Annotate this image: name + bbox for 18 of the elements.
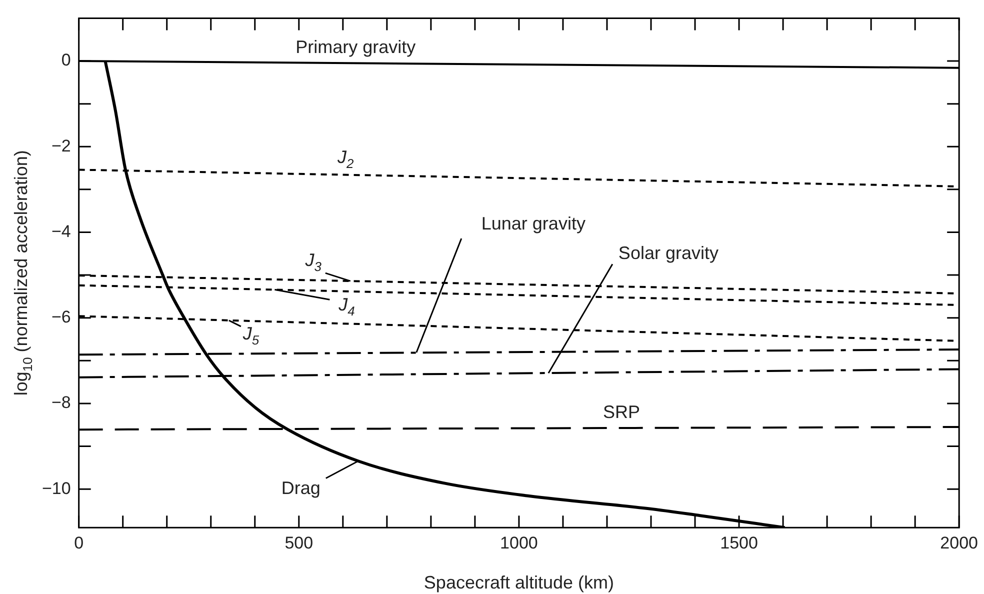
- annotation: Drag: [281, 478, 320, 498]
- annotation: Solar gravity: [618, 243, 718, 264]
- y-tick-label: −4: [51, 222, 71, 241]
- x-tick-label: 1500: [720, 533, 758, 552]
- annotation: Lunar gravity: [481, 213, 586, 234]
- x-tick-label: 500: [284, 533, 314, 552]
- y-axis-title: log10 (normalized acceleration): [10, 150, 35, 396]
- x-tick-label: 1000: [500, 533, 538, 552]
- x-tick-label: 2000: [940, 533, 978, 552]
- x-axis-title: Spacecraft altitude (km): [424, 572, 614, 593]
- x-tick-label: 0: [74, 533, 84, 552]
- y-tick-label: 0: [61, 50, 71, 70]
- y-tick-label: −8: [51, 393, 71, 412]
- annotation: SRP: [603, 402, 640, 422]
- y-tick-label: −2: [51, 136, 71, 156]
- y-tick-label: −10: [42, 478, 71, 498]
- y-tick-label: −6: [51, 308, 71, 327]
- annotation: Primary gravity: [296, 37, 416, 58]
